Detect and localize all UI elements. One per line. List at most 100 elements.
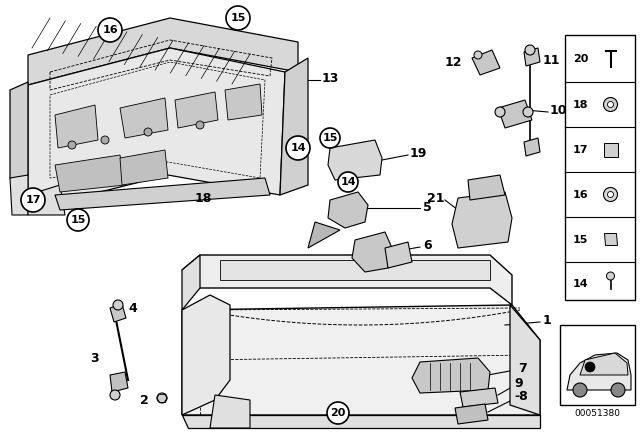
Circle shape — [113, 300, 123, 310]
Polygon shape — [280, 58, 308, 195]
Text: 18: 18 — [195, 191, 212, 204]
Circle shape — [157, 393, 167, 403]
Polygon shape — [28, 18, 298, 85]
Text: -8: -8 — [514, 389, 528, 402]
Circle shape — [68, 141, 76, 149]
Polygon shape — [28, 48, 285, 210]
Circle shape — [607, 272, 614, 280]
Polygon shape — [28, 185, 65, 215]
Circle shape — [286, 136, 310, 160]
Polygon shape — [210, 395, 250, 428]
Circle shape — [196, 121, 204, 129]
Circle shape — [604, 188, 618, 202]
Text: 10: 10 — [550, 103, 568, 116]
Polygon shape — [120, 98, 168, 138]
Text: 14: 14 — [290, 143, 306, 153]
Text: 19: 19 — [410, 146, 428, 159]
Polygon shape — [182, 415, 540, 428]
Text: 3: 3 — [90, 352, 99, 365]
Polygon shape — [604, 142, 618, 156]
Polygon shape — [55, 105, 98, 148]
Circle shape — [525, 45, 535, 55]
Text: 15: 15 — [70, 215, 86, 225]
Circle shape — [607, 102, 614, 108]
Polygon shape — [472, 50, 500, 75]
Polygon shape — [55, 155, 125, 192]
Text: 14: 14 — [573, 279, 589, 289]
Polygon shape — [55, 178, 270, 210]
Circle shape — [98, 18, 122, 42]
Circle shape — [338, 172, 358, 192]
Circle shape — [21, 188, 45, 212]
Polygon shape — [328, 192, 368, 228]
Circle shape — [101, 136, 109, 144]
Polygon shape — [182, 295, 230, 415]
Polygon shape — [182, 255, 512, 305]
Polygon shape — [352, 232, 392, 272]
Text: 00051380: 00051380 — [574, 409, 620, 418]
Circle shape — [611, 383, 625, 397]
Circle shape — [573, 383, 587, 397]
Text: 15: 15 — [230, 13, 246, 23]
Text: 9: 9 — [514, 376, 523, 389]
Circle shape — [607, 191, 614, 198]
Text: 5: 5 — [423, 201, 432, 214]
Polygon shape — [308, 222, 340, 248]
Circle shape — [523, 107, 533, 117]
Text: 11: 11 — [543, 53, 561, 66]
Text: 16: 16 — [102, 25, 118, 35]
Polygon shape — [182, 255, 200, 310]
Text: 15: 15 — [573, 234, 588, 245]
Circle shape — [495, 107, 505, 117]
Polygon shape — [567, 353, 631, 390]
Circle shape — [474, 51, 482, 59]
Circle shape — [226, 6, 250, 30]
Polygon shape — [455, 404, 488, 424]
Polygon shape — [110, 372, 128, 392]
Polygon shape — [110, 304, 126, 322]
Text: 17: 17 — [573, 145, 589, 155]
Polygon shape — [498, 100, 532, 128]
Polygon shape — [120, 150, 168, 185]
Polygon shape — [580, 353, 628, 375]
Text: 15: 15 — [323, 133, 338, 143]
Polygon shape — [460, 388, 498, 407]
Polygon shape — [225, 84, 262, 120]
Text: 21: 21 — [428, 191, 445, 204]
Circle shape — [585, 362, 595, 372]
Polygon shape — [10, 175, 28, 215]
Polygon shape — [412, 358, 490, 393]
Polygon shape — [468, 175, 505, 200]
Bar — [565, 35, 635, 300]
Text: 20: 20 — [573, 53, 588, 64]
Circle shape — [144, 128, 152, 136]
Polygon shape — [385, 242, 412, 268]
Circle shape — [320, 128, 340, 148]
Text: 4: 4 — [128, 302, 137, 314]
Polygon shape — [605, 233, 618, 246]
Text: 6: 6 — [423, 238, 431, 251]
Circle shape — [327, 402, 349, 424]
Circle shape — [110, 390, 120, 400]
Text: 18: 18 — [573, 99, 589, 109]
Text: 14: 14 — [340, 177, 356, 187]
Polygon shape — [220, 260, 490, 280]
Polygon shape — [10, 82, 28, 182]
Polygon shape — [452, 192, 512, 248]
Text: 1: 1 — [543, 314, 552, 327]
Text: 12: 12 — [445, 56, 462, 69]
Text: 2: 2 — [140, 393, 148, 406]
Circle shape — [604, 98, 618, 112]
Polygon shape — [510, 305, 540, 415]
Polygon shape — [182, 305, 540, 415]
Polygon shape — [328, 140, 382, 180]
Circle shape — [67, 209, 89, 231]
Polygon shape — [524, 48, 540, 66]
Text: 16: 16 — [573, 190, 589, 199]
Text: 17: 17 — [25, 195, 41, 205]
Text: 20: 20 — [330, 408, 346, 418]
Text: 13: 13 — [322, 72, 339, 85]
Polygon shape — [524, 138, 540, 156]
Polygon shape — [175, 92, 218, 128]
Text: 7: 7 — [518, 362, 527, 375]
